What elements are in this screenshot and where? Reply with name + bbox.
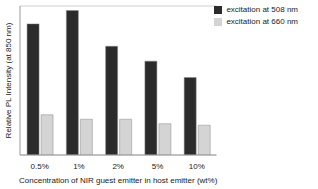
svg-text:0.5%: 0.5%	[31, 162, 49, 171]
svg-text:2%: 2%	[112, 162, 124, 171]
svg-text:Relative PL Intensity (at 850: Relative PL Intensity (at 850 nm)	[8, 22, 13, 138]
html-text:excitation at 660 nm: excitation at 660 nm	[226, 17, 298, 26]
svg-text:Concentration of NIR guest emi: Concentration of NIR guest emitter in ho…	[19, 176, 218, 185]
svg-text:10%: 10%	[189, 162, 205, 171]
html-text:excitation at 508 nm: excitation at 508 nm	[226, 5, 298, 14]
svg-text:5%: 5%	[152, 162, 164, 171]
svg-text:1%: 1%	[73, 162, 85, 171]
